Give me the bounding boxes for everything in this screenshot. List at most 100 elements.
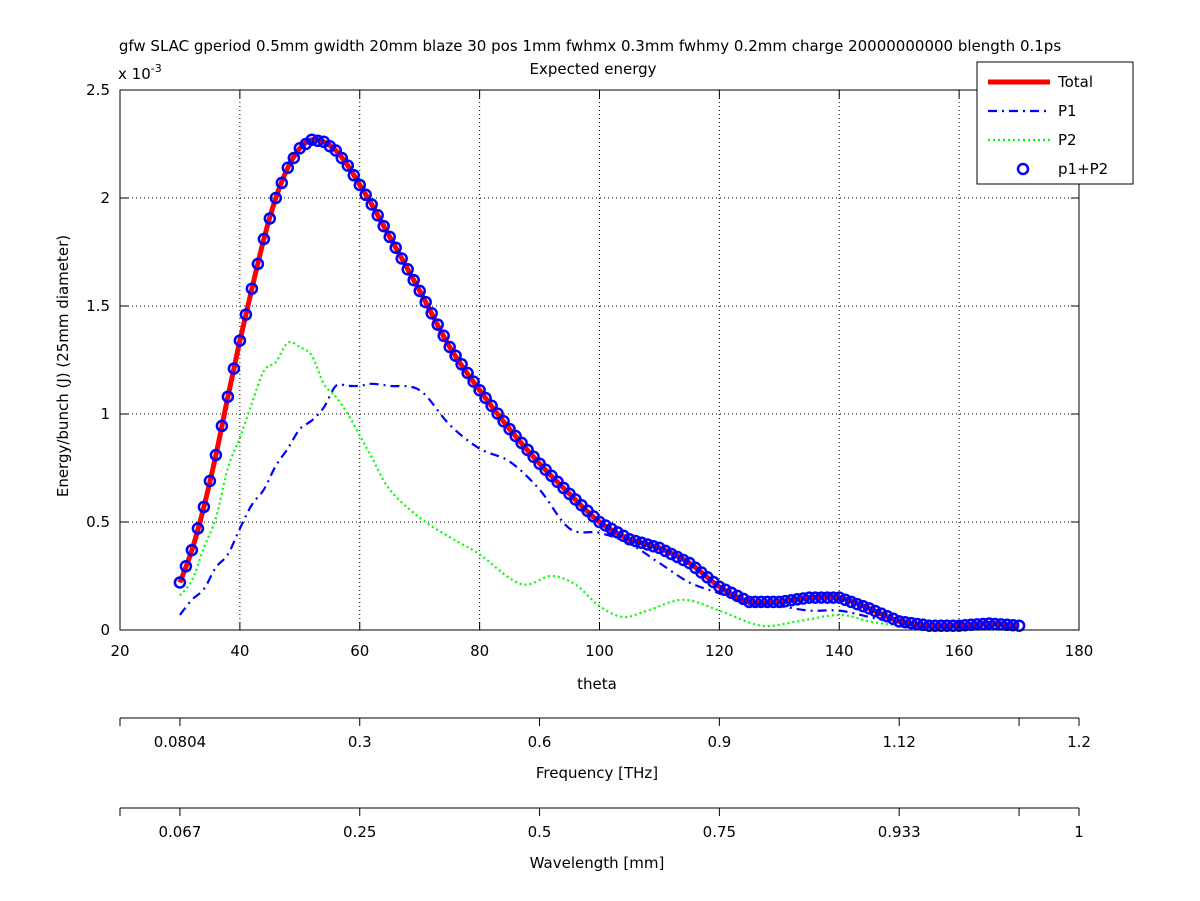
marker-point xyxy=(844,595,858,609)
marker-point xyxy=(221,390,235,403)
marker-point xyxy=(815,591,828,604)
marker-layer xyxy=(173,133,1026,632)
x-tick-label: 120 xyxy=(705,642,734,660)
marker-point xyxy=(659,544,672,558)
secondary-axis-label: Wavelength [mm] xyxy=(530,854,665,872)
marker-point xyxy=(940,619,954,632)
marker-point xyxy=(413,284,426,298)
marker-point xyxy=(850,597,864,611)
marker-point xyxy=(856,599,870,613)
marker-point xyxy=(239,308,253,321)
legend-box xyxy=(976,61,1134,185)
chart-title: gfw SLAC gperiod 0.5mm gwidth 20mm blaze… xyxy=(119,37,1061,55)
marker-point xyxy=(437,329,450,343)
x-tick-label: 140 xyxy=(825,642,854,660)
legend-item-p2: P2 xyxy=(988,131,1077,149)
secondary-axis-tick-label: 0.25 xyxy=(343,823,376,841)
marker-point xyxy=(779,594,792,608)
x-tick-label: 20 xyxy=(110,642,129,660)
secondary-axis-label: Frequency [THz] xyxy=(536,764,658,782)
secondary-axis-frequency: 0.0804 0.3 0.6 0.9 1.12 1.2 Frequency [THz] xyxy=(119,717,1091,782)
marker-point xyxy=(976,617,990,631)
marker-point xyxy=(1012,619,1026,632)
marker-point xyxy=(485,399,498,413)
marker-point xyxy=(311,134,325,148)
secondary-axis-wavelength: 0.067 0.25 0.5 0.75 0.933 1 Wavelength [mm] xyxy=(119,807,1084,872)
x-tick-label: 40 xyxy=(230,642,249,660)
y-tick-label: 2.5 xyxy=(86,81,110,99)
y-multiplier-base: x 10 xyxy=(118,65,151,83)
marker-point xyxy=(761,595,774,609)
marker-point xyxy=(988,617,1002,631)
marker-point xyxy=(353,178,367,192)
marker-point xyxy=(773,595,786,609)
marker-point xyxy=(874,607,888,620)
x-axis-label: theta xyxy=(577,675,617,693)
tick-labels: 20 40 60 80 100 120 140 160 180 0 0.5 1 1.5 2 2.5 xyxy=(86,81,1093,660)
marker-point xyxy=(886,612,900,626)
marker-point xyxy=(641,538,654,551)
marker-point xyxy=(335,151,349,165)
marker-point xyxy=(365,198,378,211)
marker-point xyxy=(665,547,678,561)
marker-point xyxy=(785,593,798,607)
marker-point xyxy=(383,230,396,244)
marker-point xyxy=(731,589,744,603)
marker-point xyxy=(467,375,480,388)
marker-point xyxy=(833,591,846,604)
marker-point xyxy=(743,595,756,609)
legend-label: p1+P2 xyxy=(1058,160,1108,178)
marker-point xyxy=(623,533,636,546)
y-axis-label: Energy/bunch (J) (25mm diameter) xyxy=(54,235,72,497)
marker-point xyxy=(653,541,666,555)
marker-point xyxy=(515,436,528,450)
marker-point xyxy=(647,539,660,553)
marker-point xyxy=(904,616,918,630)
marker-point xyxy=(994,618,1008,631)
marker-point xyxy=(713,580,726,594)
x-tick-label: 160 xyxy=(945,642,974,660)
y-multiplier: x 10-3 xyxy=(118,62,162,83)
marker-point xyxy=(922,619,936,632)
marker-point xyxy=(862,602,876,615)
marker-point xyxy=(755,595,768,609)
secondary-axis-tick-label: 1 xyxy=(1074,823,1084,841)
marker-point xyxy=(227,362,241,375)
marker-point xyxy=(191,522,205,535)
marker-point xyxy=(401,263,414,276)
marker-point xyxy=(527,450,540,464)
marker-point xyxy=(671,550,684,564)
marker-point xyxy=(173,576,187,589)
series-line-p2 xyxy=(179,340,1020,630)
x-tick-label: 100 xyxy=(585,642,614,660)
secondary-axis-tick-label: 0.9 xyxy=(707,733,731,751)
marker-point xyxy=(491,407,504,420)
y-multiplier-exponent: -3 xyxy=(151,62,162,75)
marker-point xyxy=(934,619,948,632)
marker-point xyxy=(946,619,960,632)
marker-point xyxy=(767,595,780,609)
y-tick-label: 0 xyxy=(100,621,110,639)
marker-point xyxy=(791,593,804,606)
marker-point xyxy=(449,349,462,362)
marker-point xyxy=(803,591,816,604)
legend-item-p1-p2: p1+P2 xyxy=(1016,160,1108,178)
x-tick-label: 60 xyxy=(350,642,369,660)
marker-point xyxy=(329,144,343,157)
marker-point xyxy=(455,358,468,371)
marker-point xyxy=(880,609,894,623)
marker-point xyxy=(461,366,474,380)
marker-point xyxy=(197,500,211,514)
legend: Total P1 P2 p1+P2 xyxy=(976,61,1134,185)
series-layer xyxy=(177,136,1020,630)
marker-point xyxy=(215,419,229,433)
marker-point xyxy=(407,273,420,287)
marker-point xyxy=(677,553,690,567)
marker-point xyxy=(809,591,822,604)
marker-point xyxy=(209,448,223,462)
marker-point xyxy=(233,334,247,347)
marker-point xyxy=(443,340,456,354)
marker-point xyxy=(892,615,906,628)
y-tick-label: 2 xyxy=(100,189,110,207)
